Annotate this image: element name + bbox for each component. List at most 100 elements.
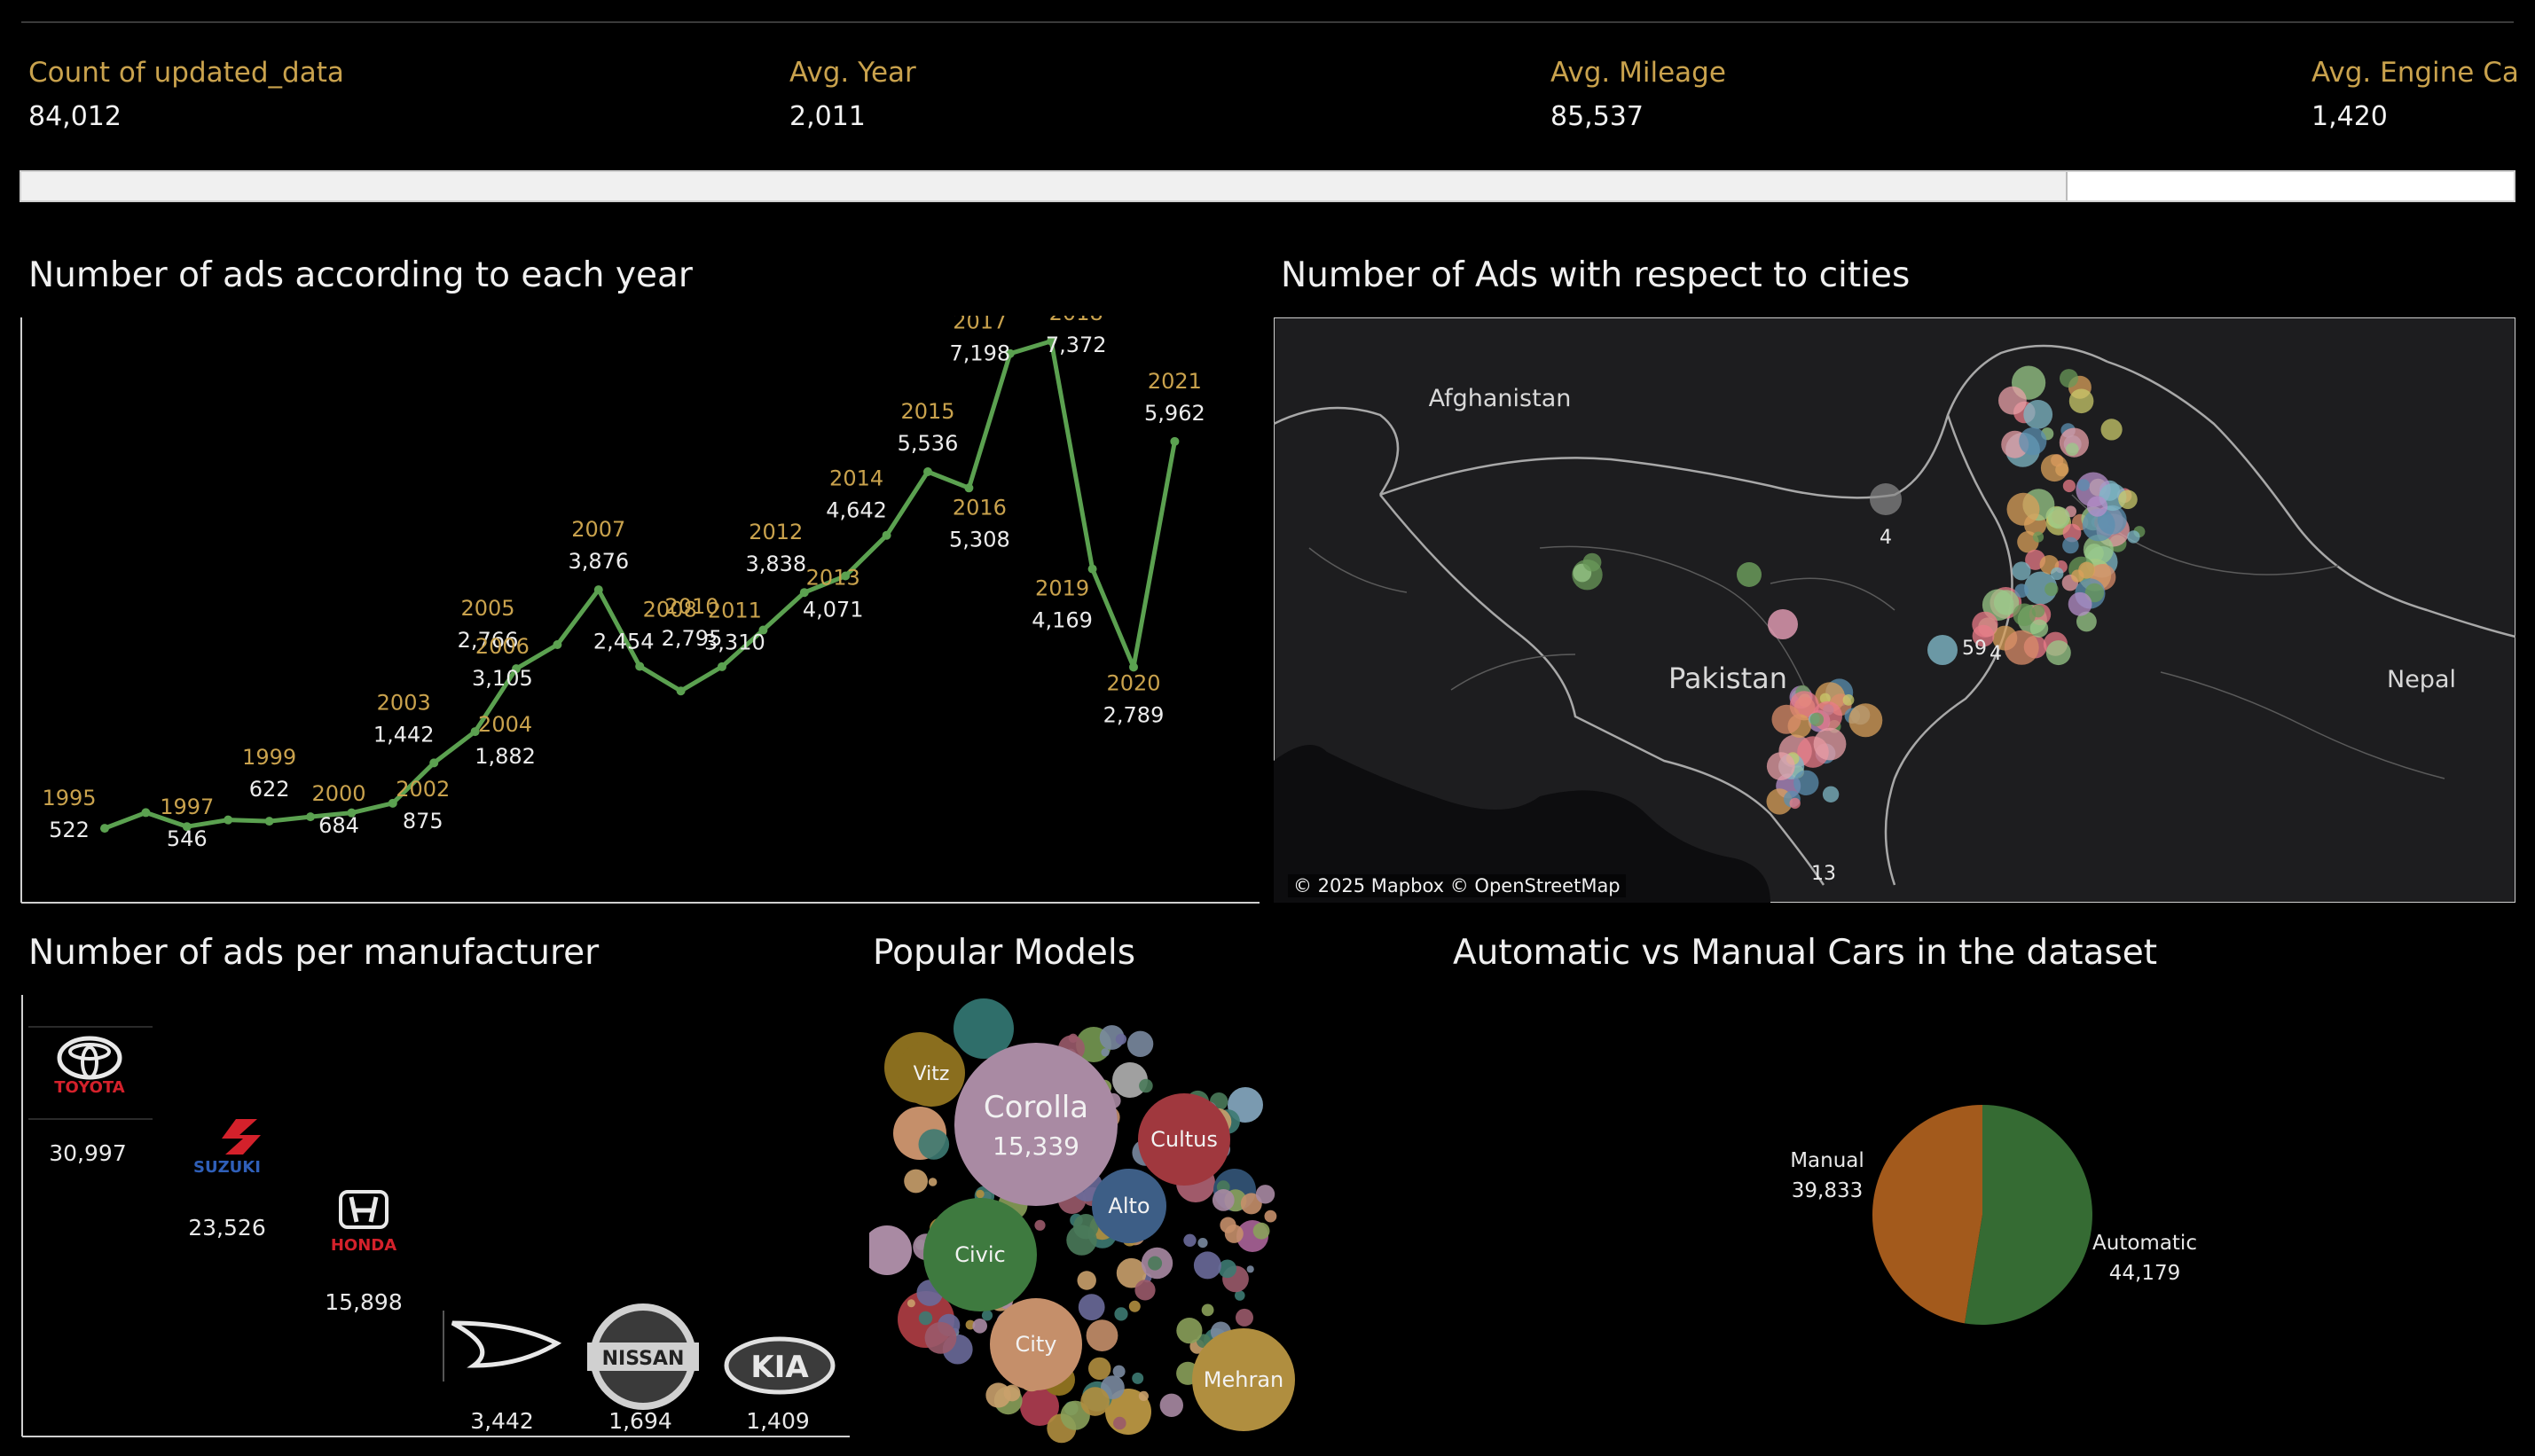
city-bubble[interactable] [1822, 786, 1840, 802]
model-bubble-vitz[interactable] [898, 1039, 965, 1107]
model-bubble[interactable] [1112, 1365, 1126, 1378]
model-bubble[interactable] [1114, 1307, 1128, 1321]
model-bubble[interactable] [1128, 1300, 1141, 1312]
model-bubble[interactable] [1224, 1224, 1244, 1243]
city-bubble[interactable] [1793, 770, 1819, 795]
model-bubble-corolla[interactable] [954, 1043, 1118, 1206]
year-point[interactable] [264, 817, 274, 826]
year-point[interactable] [100, 824, 109, 834]
year-point[interactable] [964, 483, 974, 493]
model-bubble[interactable] [1078, 1294, 1105, 1320]
year-point[interactable] [882, 530, 891, 540]
model-bubble[interactable] [985, 1382, 1011, 1408]
model-bubble[interactable] [976, 1189, 985, 1199]
city-bubble[interactable] [2004, 630, 2039, 665]
city-bubble[interactable] [2076, 611, 2097, 632]
year-point[interactable] [347, 808, 357, 818]
year-point[interactable] [1005, 348, 1015, 358]
city-bubble[interactable] [2068, 388, 2094, 414]
model-bubble[interactable] [1003, 1384, 1021, 1402]
city-bubble[interactable] [2062, 479, 2076, 493]
model-bubble[interactable] [1235, 1290, 1245, 1301]
popular-models-bubble-chart[interactable]: Corolla 15,339 Cultus Alto Civic City Mehran Vi… [869, 984, 1313, 1445]
model-bubble-mehran[interactable] [1192, 1328, 1295, 1431]
year-point[interactable] [593, 585, 603, 595]
model-bubble[interactable] [972, 1319, 987, 1334]
model-bubble[interactable] [1101, 1048, 1110, 1057]
city-bubble[interactable] [2023, 400, 2053, 429]
model-bubble[interactable] [924, 1321, 957, 1354]
year-point[interactable] [758, 625, 768, 635]
model-bubble[interactable] [1218, 1259, 1237, 1279]
model-bubble[interactable] [1115, 1033, 1127, 1045]
year-point[interactable] [676, 686, 686, 696]
city-bubble[interactable] [2044, 582, 2059, 597]
city-bubble[interactable] [2086, 496, 2108, 517]
city-bubble[interactable] [2062, 536, 2079, 554]
scrollbar-thumb[interactable] [21, 172, 2068, 200]
city-bubble[interactable] [2127, 530, 2140, 544]
model-bubble-cultus[interactable] [1138, 1093, 1230, 1186]
city-bubble[interactable] [1972, 611, 1998, 638]
city-bubble[interactable] [2040, 454, 2068, 482]
model-bubble[interactable] [1246, 1265, 1254, 1273]
model-bubble[interactable] [1020, 1387, 1059, 1426]
model-bubble[interactable] [981, 1310, 993, 1321]
model-bubble[interactable] [918, 1129, 950, 1160]
model-bubble[interactable] [1077, 1271, 1096, 1290]
years-line-chart[interactable]: 1995 522 1997 546 1999 622 2000 684 2002 875 2003 1… [20, 316, 1261, 904]
year-point[interactable] [224, 815, 233, 825]
model-bubble[interactable] [1034, 1219, 1046, 1231]
year-point[interactable] [718, 661, 726, 671]
year-point[interactable] [799, 588, 809, 598]
city-bubble[interactable] [2077, 479, 2090, 491]
model-bubble[interactable] [1138, 1390, 1149, 1401]
city-bubble[interactable] [2029, 619, 2049, 638]
model-bubble[interactable] [1193, 1251, 1221, 1280]
city-bubble[interactable] [2060, 369, 2078, 388]
city-bubble[interactable] [1927, 635, 1958, 665]
city-bubble[interactable] [1848, 703, 1883, 738]
model-bubble[interactable] [1113, 1416, 1126, 1430]
model-bubble[interactable] [918, 1311, 933, 1326]
city-bubble[interactable] [2118, 489, 2138, 510]
year-point[interactable] [388, 798, 397, 808]
year-point[interactable] [1087, 564, 1097, 574]
model-bubble[interactable] [1252, 1222, 1270, 1240]
year-point[interactable] [841, 571, 851, 581]
year-point[interactable] [141, 808, 151, 818]
city-bubble[interactable] [1789, 797, 1801, 810]
city-bubble[interactable] [2045, 640, 2071, 666]
model-bubble[interactable] [1212, 1189, 1235, 1211]
model-bubble[interactable] [1183, 1233, 1197, 1247]
model-bubble[interactable] [1159, 1393, 1183, 1417]
model-bubble[interactable] [1066, 1225, 1097, 1256]
city-bubble[interactable] [2019, 427, 2047, 456]
city-bubble[interactable] [1582, 552, 1602, 572]
model-bubble[interactable] [1068, 1033, 1079, 1043]
city-bubble[interactable] [2012, 561, 2031, 581]
city-bubble[interactable] [2083, 534, 2114, 565]
city-bubble[interactable] [2100, 419, 2123, 441]
year-point[interactable] [429, 758, 439, 768]
year-point[interactable] [553, 639, 562, 649]
city-bubble[interactable] [2068, 591, 2092, 616]
city-bubble[interactable] [2066, 442, 2079, 456]
pie-slice-manual[interactable] [1872, 1105, 1982, 1324]
model-bubble[interactable] [869, 1225, 912, 1275]
model-bubble[interactable] [1240, 1193, 1262, 1215]
city-bubble[interactable] [1737, 562, 1762, 587]
year-point[interactable] [306, 812, 315, 822]
model-bubble[interactable] [1236, 1308, 1253, 1327]
model-bubble[interactable] [1264, 1209, 1277, 1223]
pie-slice-automatic[interactable] [1964, 1105, 2092, 1325]
city-bubble[interactable] [2024, 571, 2058, 605]
city-bubble[interactable] [2082, 508, 2115, 542]
model-bubble[interactable] [1088, 1357, 1111, 1381]
model-bubble[interactable] [1176, 1318, 1203, 1344]
model-bubble[interactable] [1112, 1062, 1148, 1098]
map-attribution[interactable]: © 2025 Mapbox © OpenStreetMap [1288, 874, 1626, 897]
model-bubble-city[interactable] [990, 1298, 1082, 1390]
city-bubble[interactable] [1819, 693, 1831, 704]
city-bubble[interactable] [2051, 567, 2064, 581]
